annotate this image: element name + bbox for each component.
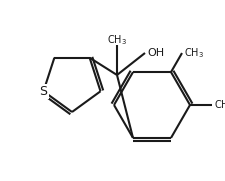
Text: CH$_3$: CH$_3$ (184, 46, 204, 60)
Text: OH: OH (147, 48, 164, 58)
Text: CH$_3$: CH$_3$ (214, 98, 225, 112)
Text: CH$_3$: CH$_3$ (107, 33, 127, 47)
Text: S: S (39, 85, 47, 98)
